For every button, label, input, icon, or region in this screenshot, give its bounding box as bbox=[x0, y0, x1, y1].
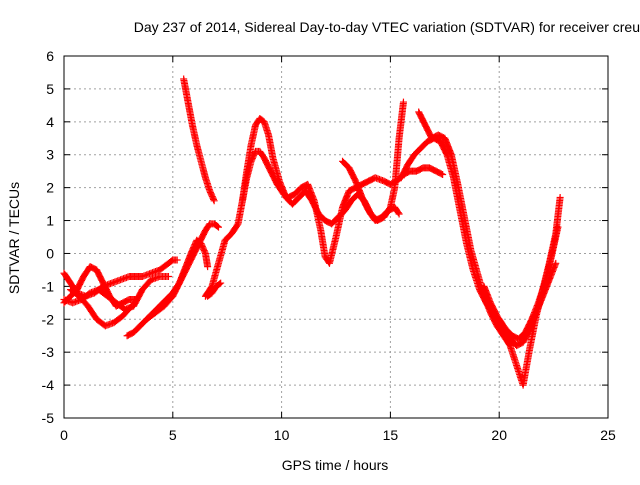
series-points bbox=[67, 286, 135, 330]
series-sat-g bbox=[180, 75, 218, 205]
series-sat-d bbox=[67, 286, 135, 330]
y-tick-label: -1 bbox=[42, 278, 55, 294]
plot-frame bbox=[63, 55, 609, 419]
y-tick-label: 4 bbox=[46, 114, 54, 130]
series-points bbox=[204, 279, 225, 300]
x-tick-label: 25 bbox=[600, 427, 616, 443]
data-points bbox=[60, 75, 564, 389]
y-tick-label: -3 bbox=[42, 344, 55, 360]
ticks: -5 -4 -3 -2 -1 0 1 2 3 4 5 6 0 5 10 15 20 25 bbox=[42, 48, 616, 443]
y-tick-label: 1 bbox=[46, 213, 54, 229]
x-tick-label: 15 bbox=[383, 427, 399, 443]
series-points bbox=[480, 259, 560, 350]
x-tick-label: 0 bbox=[60, 427, 68, 443]
x-tick-label: 5 bbox=[169, 427, 177, 443]
y-tick-label: 0 bbox=[46, 245, 54, 261]
series-sat-n bbox=[204, 279, 225, 300]
x-tick-label: 10 bbox=[274, 427, 290, 443]
series-sat-j bbox=[339, 157, 403, 225]
y-tick-label: 6 bbox=[46, 48, 54, 64]
series-sat-m bbox=[480, 259, 560, 350]
chart-title: Day 237 of 2014, Sidereal Day-to-day VTE… bbox=[134, 19, 640, 35]
y-tick-label: -5 bbox=[42, 410, 55, 426]
y-tick-label: -2 bbox=[42, 311, 55, 327]
y-axis-label: SDTVAR / TECUs bbox=[6, 182, 22, 294]
series-points bbox=[143, 236, 212, 323]
y-tick-label: -4 bbox=[42, 377, 55, 393]
series-sat-f bbox=[143, 236, 212, 323]
y-tick-label: 3 bbox=[46, 147, 54, 163]
x-axis-label: GPS time / hours bbox=[282, 457, 389, 473]
x-tick-label: 20 bbox=[491, 427, 507, 443]
series-points bbox=[339, 157, 403, 225]
y-tick-label: 5 bbox=[46, 81, 54, 97]
y-tick-label: 2 bbox=[46, 180, 54, 196]
grid bbox=[64, 56, 608, 418]
series-points bbox=[180, 75, 218, 205]
